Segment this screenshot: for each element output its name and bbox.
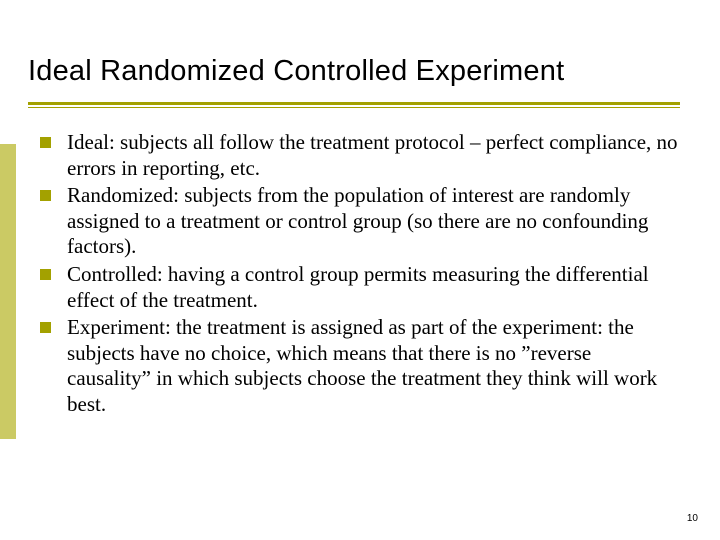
bullet-text: Controlled: having a control group permi… — [67, 262, 680, 313]
bullet-text: Ideal: subjects all follow the treatment… — [67, 130, 680, 181]
page-number: 10 — [687, 513, 698, 524]
title-rule — [28, 102, 680, 108]
slide: Ideal Randomized Controlled Experiment I… — [0, 0, 720, 540]
list-item: Experiment: the treatment is assigned as… — [40, 315, 680, 417]
bullet-square-icon — [40, 269, 51, 280]
list-item: Ideal: subjects all follow the treatment… — [40, 130, 680, 181]
list-item: Randomized: subjects from the population… — [40, 183, 680, 260]
bullet-square-icon — [40, 322, 51, 333]
bullet-text: Randomized: subjects from the population… — [67, 183, 680, 260]
list-item: Controlled: having a control group permi… — [40, 262, 680, 313]
accent-strip — [0, 144, 16, 439]
bullet-square-icon — [40, 137, 51, 148]
bullet-list: Ideal: subjects all follow the treatment… — [40, 130, 680, 418]
bullet-square-icon — [40, 190, 51, 201]
page-title: Ideal Randomized Controlled Experiment — [28, 55, 680, 88]
bullet-text: Experiment: the treatment is assigned as… — [67, 315, 680, 417]
